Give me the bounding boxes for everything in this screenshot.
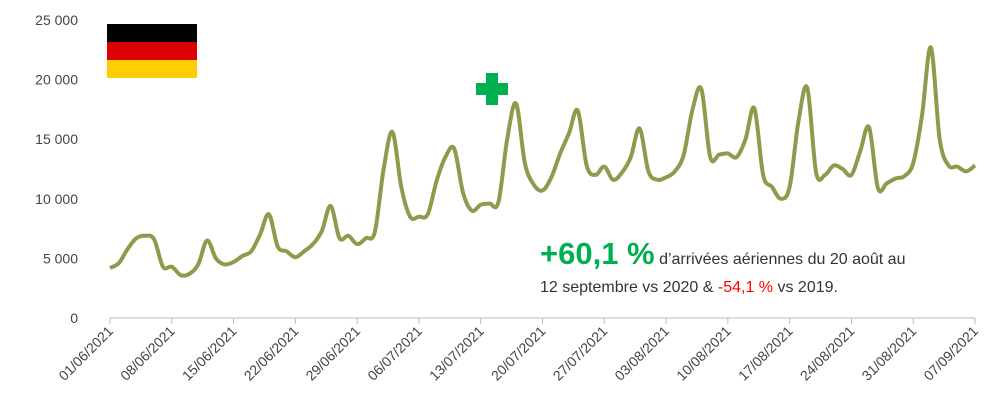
line (109, 45, 977, 278)
annotation-line1: +60,1 % d’arrivées aériennes du 20 août … (540, 236, 905, 271)
highlight: +60,1 % (540, 236, 655, 271)
x-tick-label: 27/07/2021 (550, 323, 611, 384)
annotation-text: vs 2019. (773, 279, 838, 296)
x-tick-label: 24/08/2021 (797, 323, 858, 384)
annotation-text: 12 septembre vs 2020 & (540, 279, 718, 296)
y-tick-label: 0 (70, 310, 78, 326)
x-tick-label: 22/06/2021 (241, 323, 302, 384)
y-tick-label: 10 000 (35, 191, 78, 207)
x-tick-label: 10/08/2021 (673, 323, 734, 384)
annotation-line2: 12 septembre vs 2020 & -54,1 % vs 2019. (540, 279, 838, 296)
green-cross (476, 73, 508, 105)
negative: -54,1 % (718, 279, 773, 296)
x-tick-label: 31/08/2021 (858, 323, 919, 384)
y-tick-label: 25 000 (35, 12, 78, 28)
y-tick-label: 20 000 (35, 72, 78, 88)
x-tick-label: 08/06/2021 (117, 323, 178, 384)
x-tick-label: 01/06/2021 (55, 323, 116, 384)
x-tick-label: 03/08/2021 (611, 323, 672, 384)
x-tick-label: 06/07/2021 (364, 323, 425, 384)
x-tick-label: 13/07/2021 (426, 323, 487, 384)
x-tick-label: 29/06/2021 (302, 323, 363, 384)
x-tick-label: 07/09/2021 (920, 323, 981, 384)
y-tick-label: 15 000 (35, 131, 78, 147)
flag-black (107, 24, 197, 42)
flag-red (107, 42, 197, 60)
x-tick-label: 17/08/2021 (735, 323, 796, 384)
annotation-text: d’arrivées aériennes du 20 août au (655, 251, 906, 268)
x-tick-label: 15/06/2021 (179, 323, 240, 384)
y-tick-label: 5 000 (43, 250, 78, 266)
flag-gold (107, 60, 197, 78)
x-tick-label: 20/07/2021 (488, 323, 549, 384)
